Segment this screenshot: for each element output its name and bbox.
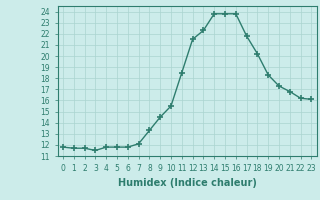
X-axis label: Humidex (Indice chaleur): Humidex (Indice chaleur) [118, 178, 257, 188]
